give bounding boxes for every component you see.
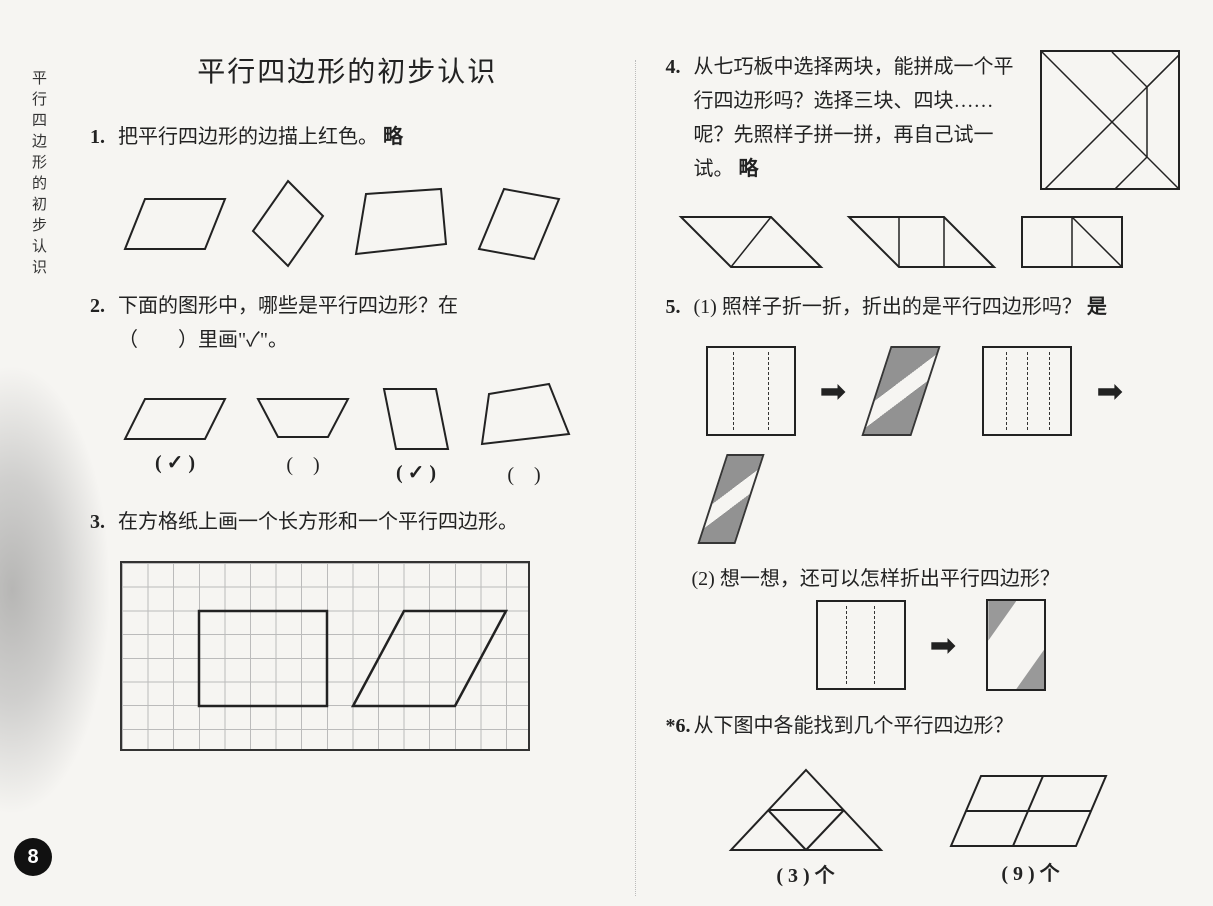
problem-text: 在方格纸上画一个长方形和一个平行四边形。 [118,505,605,539]
problem-text: 把平行四边形的边描上红色。 略 [118,120,605,154]
q6-parallelogram-figure: ( 9 ) 个 [946,768,1116,886]
q2-shape-4: ( ) [474,379,574,487]
rhombus-shape [248,176,328,271]
q6-figures: ( 3 ) 个 ( 9 ) 个 [726,765,1181,888]
problem-2: 2. 下面的图形中，哪些是平行四边形？在 （ ）里画"✓"。 [90,289,605,357]
check-mark: ( ✓ ) [396,460,436,485]
arrow-icon: ➡ [820,372,847,410]
piece-parallelogram [676,212,826,272]
q2-shape-3: ( ✓ ) [376,381,456,485]
q5-fold-row-1: ➡ ➡ [706,346,1181,544]
arrow-icon: ➡ [1096,372,1123,410]
page-number-badge: 8 [14,838,52,876]
blank-mark: ( ) [507,458,540,487]
fold-square [816,600,906,690]
problem-6: *6. 从下图中各能找到几个平行四边形？ [666,709,1181,743]
q6-triangle-figure: ( 3 ) 个 [726,765,886,888]
problem-5: 5. (1) 照样子折一折，折出的是平行四边形吗？ 是 [666,290,1181,324]
q5-fold-row-2: ➡ [816,599,1181,691]
problem-text: 从下图中各能找到几个平行四边形？ [694,709,1181,743]
drawn-parallelogram [353,611,506,706]
problem-num: 5. [666,290,694,324]
q2-shape-1: ( ✓ ) [120,391,230,475]
problem-num: 4. [666,50,694,190]
problem-text: 下面的图形中，哪些是平行四边形？在 （ ）里画"✓"。 [118,289,605,357]
problem-text: 从七巧板中选择两块，能拼成一个平行四边形吗？选择三块、四块……呢？先照样子拼一拼… [694,50,1029,186]
problem-num: 3. [90,505,118,539]
left-column: 平行四边形的初步认识 1. 把平行四边形的边描上红色。 略 2. 下面的图形中，… [90,50,605,906]
q2-shapes: ( ✓ ) ( ) ( ✓ ) ( ) [120,379,605,487]
q2-shape-2: ( ) [248,389,358,477]
answer-omit: 略 [383,126,403,148]
q5-sub2: (2) 想一想，还可以怎样折出平行四边形？ [692,562,1181,591]
folded-parallelogram-narrow [697,454,764,544]
answer-yes: 是 [1087,296,1107,318]
parallelogram-shape [120,189,230,259]
problem-text: (1) 照样子折一折，折出的是平行四边形吗？ 是 [694,290,1181,324]
blank-mark: ( ) [286,448,319,477]
answer-omit: 略 [739,158,759,180]
tangram-square [1040,50,1180,190]
drawn-rectangle [199,611,327,706]
slanted-parallelogram [474,181,564,266]
q4-tangram-pieces [676,212,1181,272]
side-tab-title: 平行四边形的初步认识 [28,70,49,280]
page-title: 平行四边形的初步认识 [90,50,605,90]
fold-square [706,346,796,436]
right-column: 4. 从七巧板中选择两块，能拼成一个平行四边形吗？选择三块、四块……呢？先照样子… [666,50,1181,906]
arrow-icon: ➡ [930,626,957,664]
column-divider [635,60,636,896]
quadrilateral-shape [346,184,456,264]
problem-1: 1. 把平行四边形的边描上红色。 略 [90,120,605,154]
folded-alt-parallelogram [986,599,1046,691]
q1-shapes [120,176,605,271]
fold-square [982,346,1072,436]
problem-num: 1. [90,120,118,154]
grid-paper [120,561,530,751]
problem-num: 2. [90,289,118,357]
piece-three [844,212,999,272]
answer-count-1: ( 3 ) 个 [776,859,834,888]
problem-4: 4. 从七巧板中选择两块，能拼成一个平行四边形吗？选择三块、四块……呢？先照样子… [666,50,1181,190]
two-column-layout: 平行四边形的初步认识 1. 把平行四边形的边描上红色。 略 2. 下面的图形中，… [90,50,1180,906]
folded-parallelogram [862,346,941,436]
piece-square [1017,212,1127,272]
check-mark: ( ✓ ) [155,450,195,475]
problem-num: *6. [666,709,694,743]
problem-3: 3. 在方格纸上画一个长方形和一个平行四边形。 [90,505,605,539]
answer-count-2: ( 9 ) 个 [1001,857,1059,886]
